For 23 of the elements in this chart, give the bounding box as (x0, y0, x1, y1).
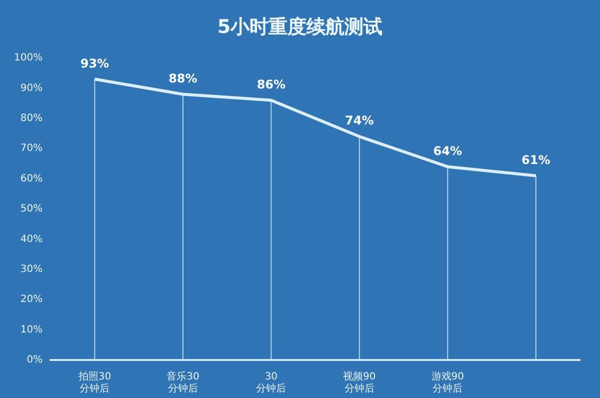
text: 64% (433, 144, 462, 158)
x-tick-label: 音乐30分钟后 (166, 370, 200, 395)
y-tick-label: 60% (20, 173, 43, 184)
x-tick-label: 30分钟后 (256, 372, 286, 395)
text: 74% (345, 114, 374, 128)
y-tick-label: 0% (26, 354, 43, 366)
text: 93% (80, 56, 110, 70)
text: 86% (256, 77, 286, 92)
chart-title: 5小时重度续航测试 (216, 15, 384, 40)
text: 88% (168, 71, 198, 86)
y-tick-label: 70% (20, 143, 43, 154)
y-tick-label: 40% (20, 234, 43, 245)
y-tick-label: 90% (20, 82, 43, 94)
y-tick-label: 80% (20, 112, 43, 124)
y-tick-label: 20% (20, 294, 43, 306)
x-tick-label: 拍照30分钟后 (77, 370, 112, 395)
x-tick-label: 游戏90分钟后 (431, 370, 464, 395)
text: 61% (522, 152, 550, 167)
y-tick-label: 10% (20, 324, 43, 336)
y-tick-label: 100% (14, 52, 43, 64)
y-tick-label: 30% (20, 264, 43, 275)
y-tick-label: 50% (20, 204, 43, 215)
x-tick-label: 视频90分钟后 (343, 370, 376, 395)
